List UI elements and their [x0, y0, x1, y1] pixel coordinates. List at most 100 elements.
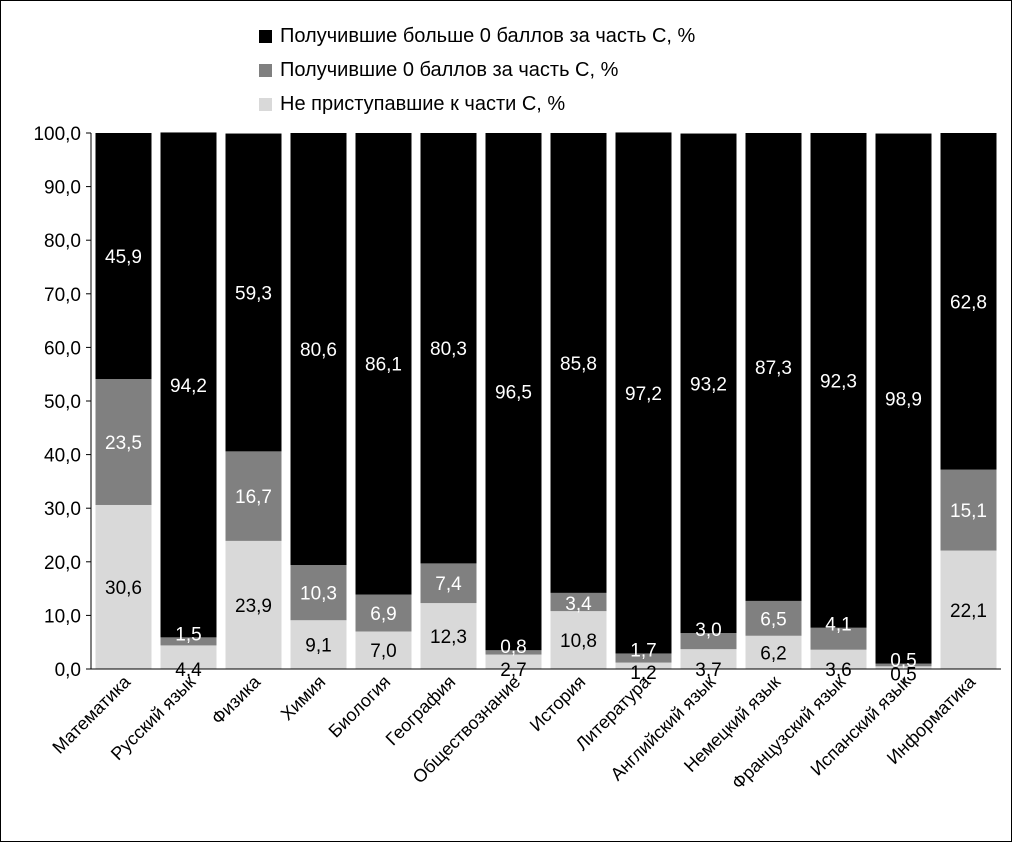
x-tick-label: Английский язык — [607, 672, 720, 785]
bar-segment — [225, 133, 282, 452]
y-tick-label: 70,0 — [44, 285, 81, 306]
y-tick-label: 0,0 — [55, 660, 81, 681]
bar-segment — [940, 133, 997, 470]
bar-segment — [615, 132, 672, 654]
data-label: 3,7 — [695, 660, 721, 681]
bar-segment — [745, 600, 802, 636]
x-tick-label: Литература — [572, 671, 655, 754]
bar-segment — [160, 637, 217, 646]
data-label: 30,6 — [105, 578, 142, 599]
bar-segment — [680, 649, 737, 669]
data-label: 1,7 — [630, 640, 656, 661]
bar-segment — [225, 540, 282, 669]
data-label: 96,5 — [495, 383, 532, 404]
legend-item-zero: Получившие 0 баллов за часть С, % — [259, 53, 695, 87]
data-label: 12,3 — [430, 627, 467, 648]
data-label: 4,1 — [825, 615, 851, 636]
bar-segment — [810, 649, 867, 669]
x-tick-label: Немецкий язык — [680, 672, 784, 776]
bar-segment — [550, 592, 607, 612]
legend-label-zero: Получившие 0 баллов за часть С, % — [280, 58, 619, 81]
y-tick-label: 20,0 — [44, 553, 81, 574]
data-label: 10,8 — [560, 631, 597, 652]
bar-segment — [95, 504, 152, 669]
bar-segment — [290, 565, 347, 621]
legend-swatch-not-started — [259, 97, 272, 111]
y-tick-label: 80,0 — [44, 231, 81, 252]
data-label: 0,8 — [500, 637, 526, 658]
bar-segment — [290, 620, 347, 669]
data-label: 16,7 — [235, 487, 272, 508]
data-label: 1,5 — [175, 624, 201, 645]
x-tick-label: Физика — [208, 671, 266, 729]
y-tick-label: 10,0 — [44, 606, 81, 627]
y-tick-label: 50,0 — [44, 392, 81, 413]
bar-segment — [355, 631, 412, 669]
data-label: 6,9 — [370, 604, 396, 625]
bar-segment — [940, 469, 997, 551]
bar-segment — [160, 132, 217, 638]
legend-label-not-started: Не приступавшие к части С, % — [280, 92, 566, 115]
data-label: 15,1 — [950, 501, 987, 522]
data-label: 86,1 — [365, 355, 402, 376]
bar-segment — [420, 133, 477, 564]
legend-item-positive: Получившие больше 0 баллов за часть С, % — [259, 19, 695, 53]
bar-segment — [225, 451, 282, 541]
x-tick-label: География — [382, 672, 460, 750]
bar-segment — [940, 550, 997, 669]
bar-segment — [615, 653, 672, 663]
data-label: 0,5 — [890, 665, 916, 686]
legend-item-not-started: Не приступавшие к части С, % — [259, 87, 695, 121]
bar-segment — [745, 133, 802, 601]
bar-segment — [875, 663, 932, 667]
data-label: 80,3 — [430, 339, 467, 360]
data-label: 3,4 — [565, 594, 592, 615]
data-label: 23,9 — [235, 596, 272, 617]
bar-segment — [420, 603, 477, 669]
bar-segment — [95, 379, 152, 505]
bar-segment — [160, 645, 217, 669]
data-label: 7,4 — [435, 574, 462, 595]
y-tick-label: 100,0 — [33, 124, 81, 145]
data-label: 4,4 — [175, 660, 202, 681]
bar-segment — [485, 654, 542, 669]
x-tick-label: Русский язык — [107, 672, 199, 764]
data-label: 97,2 — [625, 384, 662, 405]
legend-label-positive: Получившие больше 0 баллов за часть С, % — [280, 24, 696, 47]
data-label: 23,5 — [105, 433, 142, 454]
data-label: 80,6 — [300, 340, 337, 361]
data-label: 2,7 — [500, 660, 526, 681]
data-label: 94,2 — [170, 376, 207, 397]
y-tick-label: 90,0 — [44, 178, 81, 199]
y-tick-label: 60,0 — [44, 338, 81, 359]
data-label: 9,1 — [305, 636, 331, 657]
legend-swatch-zero — [259, 63, 272, 77]
bar-segment — [290, 133, 347, 566]
data-label: 10,3 — [300, 584, 337, 605]
data-label: 3,0 — [695, 620, 721, 641]
bar-segment — [615, 662, 672, 669]
data-label: 59,3 — [235, 283, 272, 304]
bar-segment — [550, 133, 607, 593]
bar-segment — [810, 627, 867, 650]
bar-segment — [485, 133, 542, 651]
data-label: 6,5 — [760, 609, 786, 630]
bar-segment — [875, 666, 932, 669]
data-label: 98,9 — [885, 390, 922, 411]
x-tick-label: Французский язык — [728, 672, 850, 794]
data-label: 92,3 — [820, 371, 857, 392]
bar-segment — [745, 635, 802, 669]
data-label: 93,2 — [690, 374, 727, 395]
data-label: 45,9 — [105, 247, 142, 268]
bar-segment — [420, 563, 477, 604]
x-tick-label: Математика — [48, 671, 135, 758]
bar-segment — [355, 594, 412, 632]
x-tick-label: История — [526, 672, 590, 736]
data-label: 1,2 — [630, 663, 656, 684]
data-label: 3,6 — [825, 660, 851, 681]
bar-segment — [355, 133, 412, 595]
data-label: 62,8 — [950, 292, 987, 313]
data-label: 7,0 — [370, 641, 396, 662]
y-tick-label: 30,0 — [44, 499, 81, 520]
